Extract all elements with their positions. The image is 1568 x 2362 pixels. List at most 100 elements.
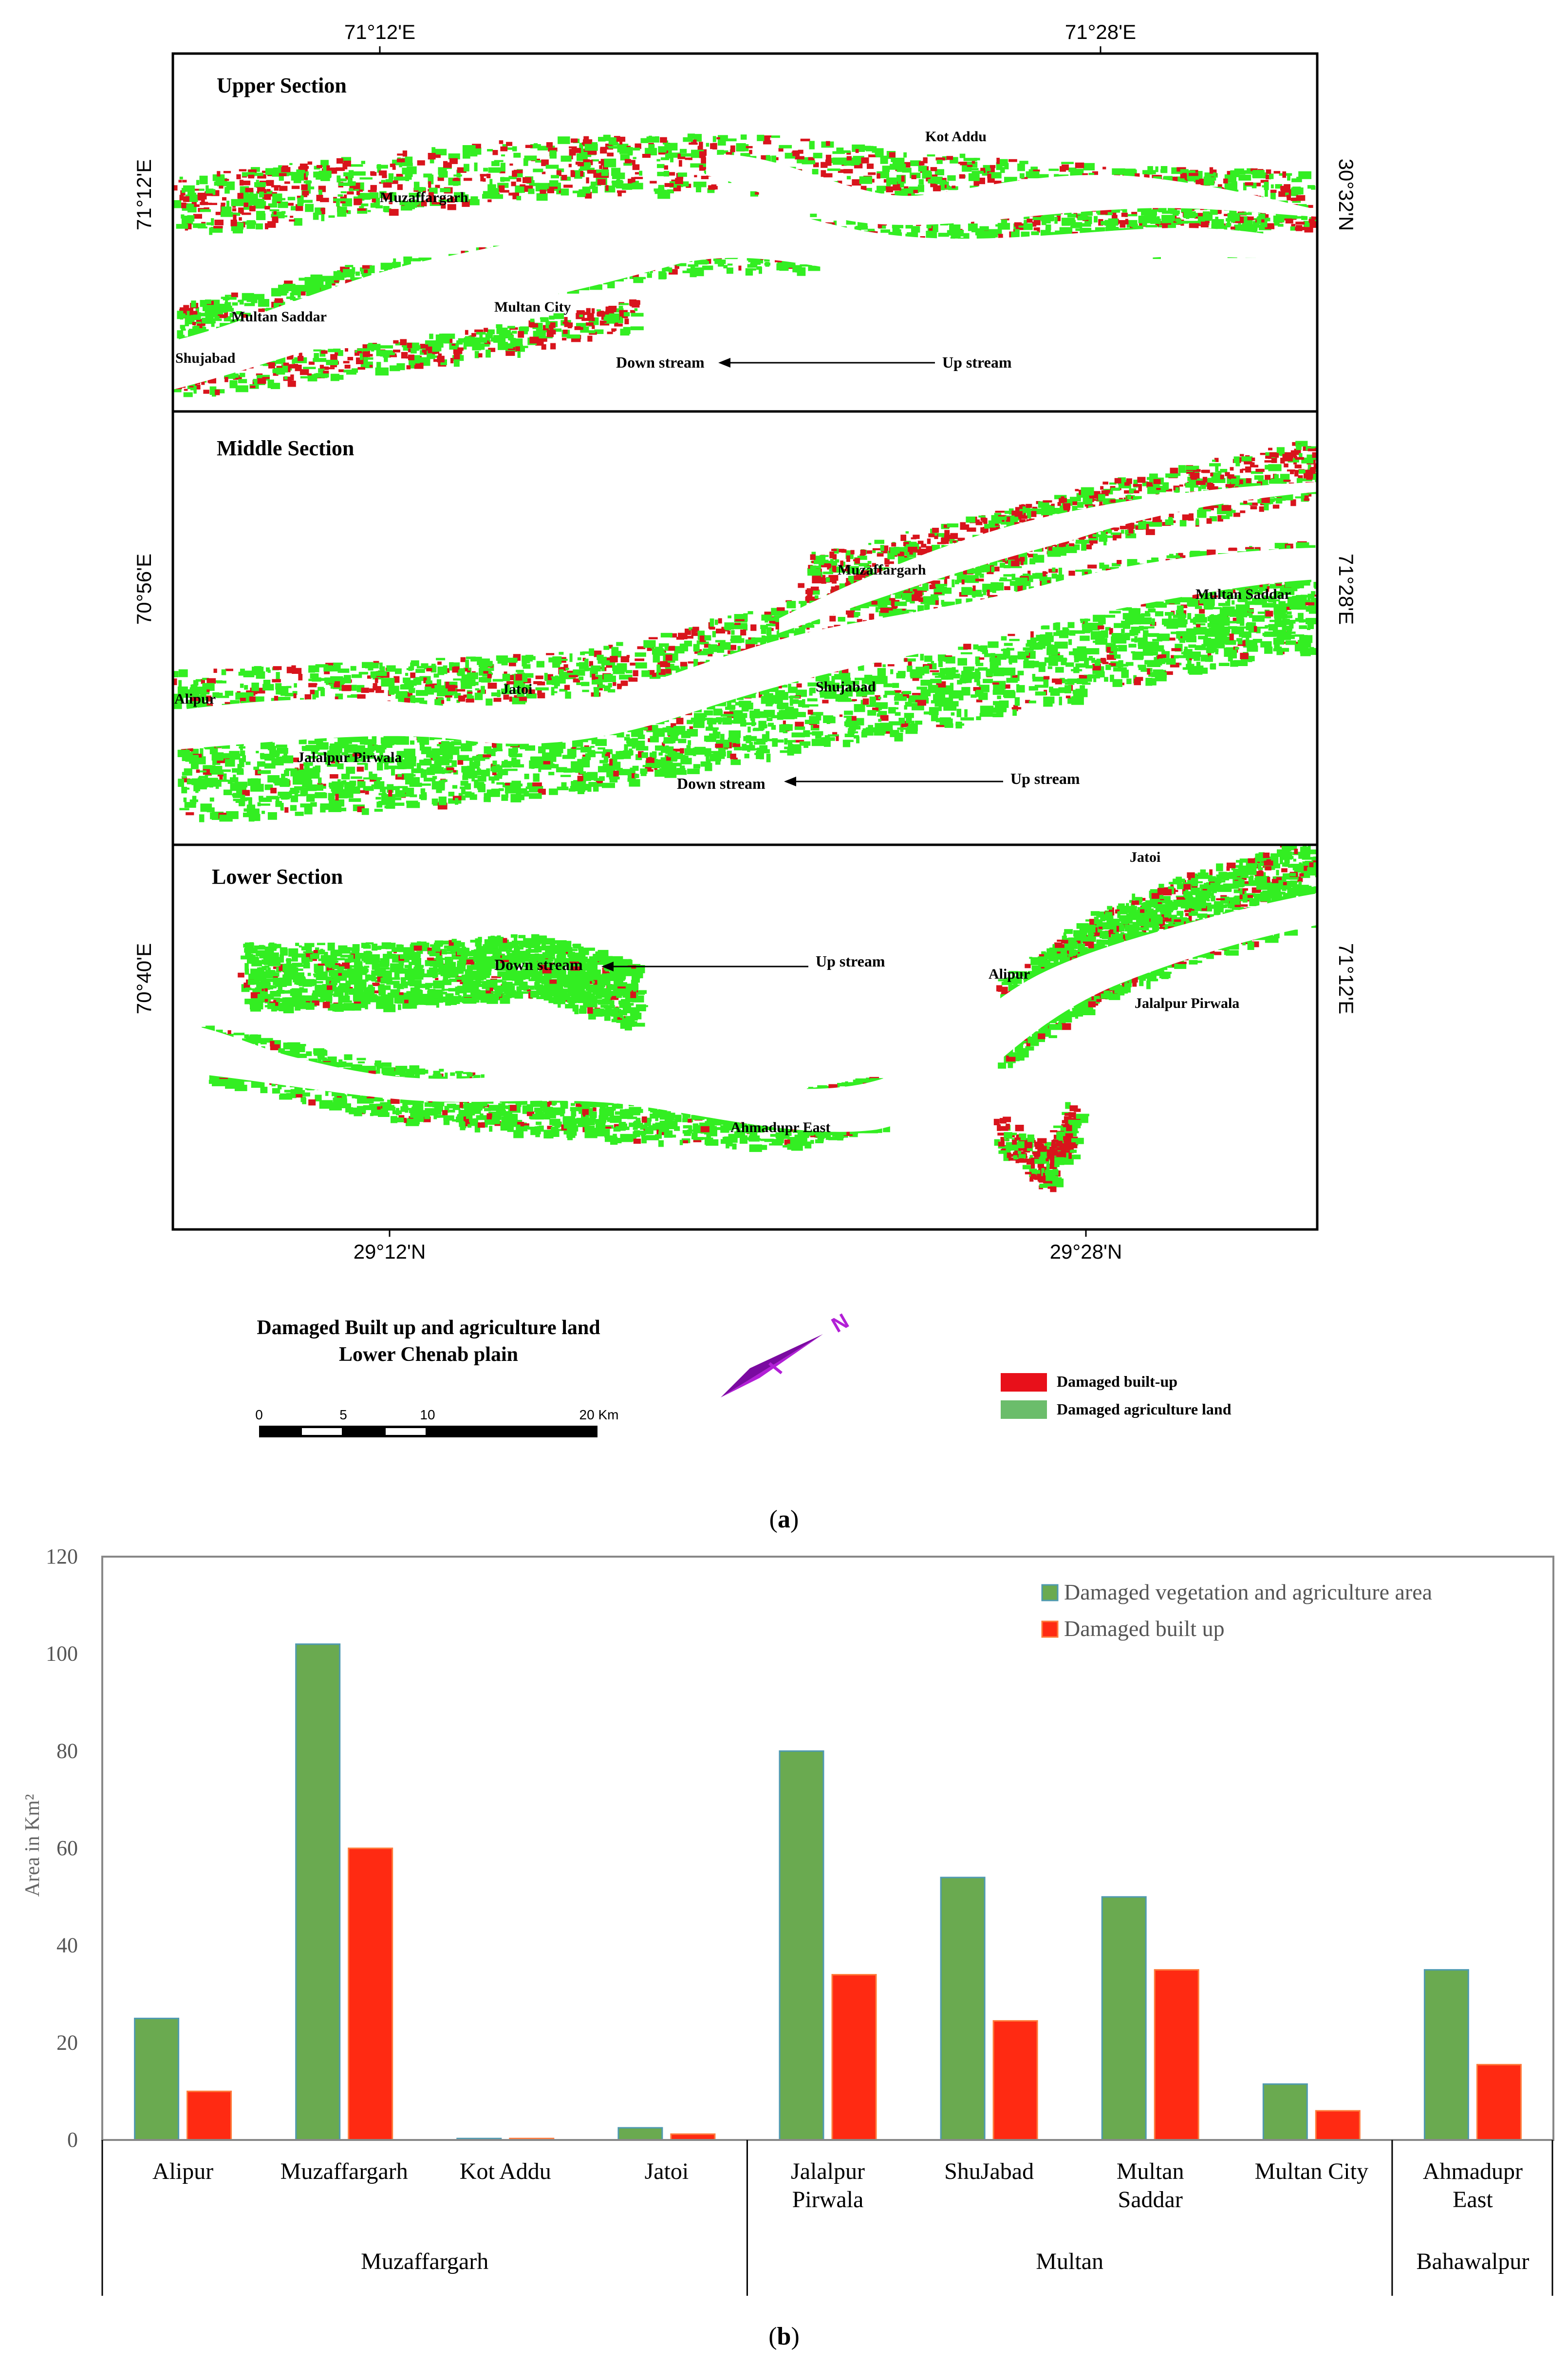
damaged-agri-patch xyxy=(289,163,293,165)
damaged-builtup-patch xyxy=(1224,214,1229,216)
damaged-agri-patch xyxy=(447,697,450,701)
damaged-builtup-patch xyxy=(241,314,247,318)
damaged-builtup-patch xyxy=(623,316,628,318)
damaged-agri-patch xyxy=(338,350,343,356)
damaged-builtup-patch xyxy=(701,176,709,179)
damaged-agri-patch xyxy=(456,194,469,202)
damaged-agri-patch xyxy=(914,582,919,591)
damaged-builtup-patch xyxy=(929,584,937,589)
damaged-agri-patch xyxy=(494,160,504,162)
damaged-agri-patch xyxy=(224,302,229,305)
damaged-agri-patch xyxy=(662,267,671,272)
damaged-agri-patch xyxy=(177,311,184,319)
damaged-agri-patch xyxy=(343,269,355,278)
damaged-builtup-patch xyxy=(586,177,589,184)
damaged-agri-patch xyxy=(181,214,185,219)
damaged-builtup-patch xyxy=(952,186,956,188)
damaged-agri-patch xyxy=(1083,163,1095,170)
damaged-agri-patch xyxy=(608,143,619,145)
damaged-agri-patch xyxy=(553,313,564,319)
damaged-agri-patch xyxy=(537,146,548,150)
damaged-builtup-patch xyxy=(780,635,787,640)
damaged-agri-patch xyxy=(666,143,678,151)
damaged-builtup-patch xyxy=(503,694,509,700)
damaged-agri-patch xyxy=(579,315,583,317)
damaged-agri-patch xyxy=(296,169,305,173)
damaged-agri-patch xyxy=(440,188,451,192)
damaged-agri-patch xyxy=(1162,482,1169,490)
damaged-builtup-patch xyxy=(813,162,819,167)
damaged-builtup-patch xyxy=(393,350,400,353)
damaged-agri-patch xyxy=(683,137,693,142)
damaged-builtup-patch xyxy=(338,369,344,372)
damaged-agri-patch xyxy=(802,160,816,165)
damaged-builtup-patch xyxy=(382,174,387,178)
damaged-agri-patch xyxy=(1055,230,1065,233)
damaged-builtup-patch xyxy=(378,170,387,176)
damaged-agri-patch xyxy=(524,155,537,161)
damaged-agri-patch xyxy=(1298,179,1302,182)
damaged-agri-patch xyxy=(305,171,309,176)
damaged-builtup-patch xyxy=(1294,465,1302,468)
damaged-agri-patch xyxy=(205,329,209,332)
damaged-builtup-patch xyxy=(950,540,957,543)
damaged-builtup-patch xyxy=(1313,463,1317,468)
damaged-agri-patch xyxy=(415,669,425,673)
damaged-builtup-patch xyxy=(1285,452,1294,459)
damaged-agri-patch xyxy=(900,182,904,188)
damaged-agri-patch xyxy=(411,346,417,353)
damaged-agri-patch xyxy=(266,667,270,672)
damaged-builtup-patch xyxy=(1093,493,1100,497)
damaged-builtup-patch xyxy=(1225,484,1234,487)
damaged-agri-patch xyxy=(947,523,959,528)
damaged-agri-patch xyxy=(270,383,278,387)
damaged-builtup-patch xyxy=(437,176,444,181)
damaged-builtup-patch xyxy=(199,325,203,328)
damaged-builtup-patch xyxy=(1084,570,1088,574)
damaged-agri-patch xyxy=(549,316,555,320)
damaged-builtup-patch xyxy=(855,149,859,153)
damaged-builtup-patch xyxy=(193,214,202,219)
damaged-builtup-patch xyxy=(440,198,445,201)
damaged-builtup-patch xyxy=(800,138,810,142)
damaged-builtup-patch xyxy=(232,208,237,212)
damaged-agri-patch xyxy=(1065,544,1069,547)
damaged-agri-patch xyxy=(1295,496,1302,499)
damaged-agri-patch xyxy=(535,687,549,690)
damaged-builtup-patch xyxy=(943,185,947,188)
damaged-builtup-patch xyxy=(323,371,329,373)
damaged-builtup-patch xyxy=(688,157,692,160)
damaged-builtup-patch xyxy=(761,135,770,141)
damaged-agri-patch xyxy=(193,223,206,228)
damaged-agri-patch xyxy=(224,316,231,321)
damaged-builtup-patch xyxy=(435,185,440,188)
damaged-builtup-patch xyxy=(591,308,595,314)
damaged-agri-patch xyxy=(1175,487,1179,493)
damaged-builtup-patch xyxy=(1209,167,1213,174)
damaged-agri-patch xyxy=(918,179,924,185)
damaged-builtup-patch xyxy=(343,161,351,167)
damaged-builtup-patch xyxy=(262,194,271,200)
damaged-agri-patch xyxy=(724,138,737,142)
damaged-agri-patch xyxy=(336,199,340,207)
damaged-agri-patch xyxy=(1321,446,1331,449)
damaged-agri-patch xyxy=(1162,210,1172,214)
damaged-agri-patch xyxy=(623,162,632,166)
damaged-agri-patch xyxy=(1075,228,1083,231)
damaged-agri-patch xyxy=(560,671,573,676)
damaged-agri-patch xyxy=(655,136,659,141)
damaged-builtup-patch xyxy=(581,312,589,315)
damaged-agri-patch xyxy=(714,260,726,264)
damaged-agri-patch xyxy=(658,146,667,153)
damaged-agri-patch xyxy=(355,271,360,276)
damaged-agri-patch xyxy=(516,196,522,201)
damaged-agri-patch xyxy=(939,184,945,190)
damaged-builtup-patch xyxy=(712,143,717,149)
damaged-builtup-patch xyxy=(453,353,460,360)
damaged-agri-patch xyxy=(582,651,591,654)
damaged-agri-patch xyxy=(205,188,214,194)
damaged-agri-patch xyxy=(949,540,953,544)
damaged-builtup-patch xyxy=(1189,173,1198,176)
damaged-agri-patch xyxy=(1217,471,1221,479)
damaged-agri-patch xyxy=(259,191,264,198)
